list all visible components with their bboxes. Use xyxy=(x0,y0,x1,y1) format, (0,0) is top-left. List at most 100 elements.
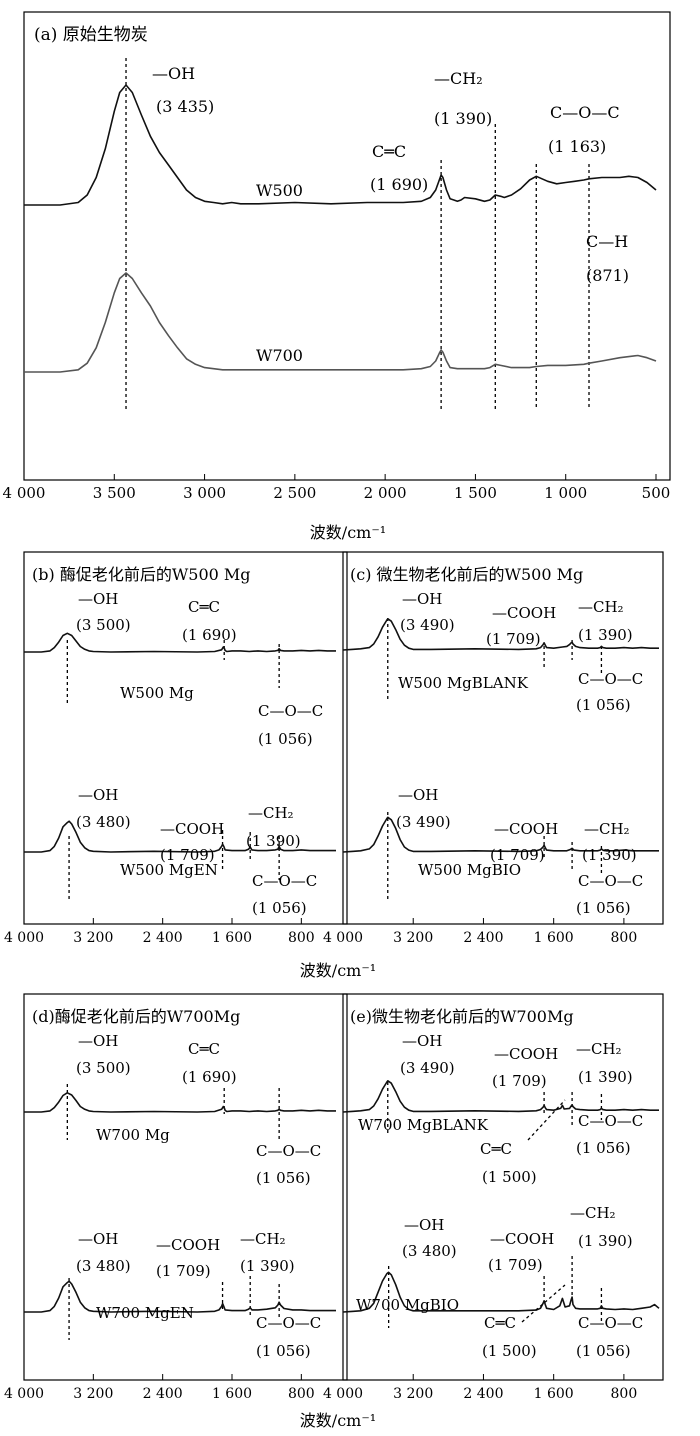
panel-e-title: (e)微生物老化前后的W700Mg xyxy=(350,1007,574,1026)
annotation-wavenumber: (1 056) xyxy=(256,1342,311,1360)
annotation-wavenumber: (1 690) xyxy=(370,175,428,194)
annotation-label: C—O—C xyxy=(578,1314,643,1332)
annotation-wavenumber: (3 500) xyxy=(76,1059,131,1077)
annotation-label: —COOH xyxy=(494,820,558,838)
annotation-wavenumber: (1 056) xyxy=(576,899,631,917)
panel-c-x-ticks: 4 000 3 200 2 400 1 600 800 xyxy=(323,918,637,946)
spectrum-line xyxy=(342,816,659,853)
annotation-wavenumber: (1 690) xyxy=(182,1068,237,1086)
annotation-label: —CH₂ xyxy=(248,804,294,822)
leader-line xyxy=(527,1099,566,1141)
annotation-wavenumber: (1 390) xyxy=(240,1257,295,1275)
annotation-label: —COOH xyxy=(494,1045,558,1063)
annotation-label: C═C xyxy=(188,1040,220,1058)
annotation-label: —CH₂ xyxy=(576,1040,622,1058)
annotation-wavenumber: (1 056) xyxy=(576,1139,631,1157)
annotation-wavenumber: (3 435) xyxy=(156,97,214,116)
annotation-wavenumber: (1 390) xyxy=(578,1068,633,1086)
annotation-label: —COOH xyxy=(492,604,556,622)
panel-a-reference-lines xyxy=(125,58,590,410)
spectrum-line xyxy=(24,1092,336,1113)
panels-de-x-axis-label: 波数/cm⁻¹ xyxy=(300,1411,376,1430)
panel-b-reference-lines xyxy=(66,640,280,900)
x-tick-label: 3 000 xyxy=(183,484,226,502)
annotation-wavenumber: (1 163) xyxy=(548,137,606,156)
spectrum-line xyxy=(342,1271,660,1313)
annotation-label: —OH xyxy=(78,1032,118,1050)
annotation-wavenumber: (1 056) xyxy=(252,899,307,917)
panel-e-frame xyxy=(342,993,664,1381)
panel-a-title: (a) 原始生物炭 xyxy=(34,25,148,45)
annotation-label: —COOH xyxy=(490,1230,554,1248)
x-tick-label: 2 400 xyxy=(463,1386,503,1402)
series-label-w700: W700 xyxy=(256,346,303,365)
panel-e-traces xyxy=(342,1080,660,1313)
panel-a-frame xyxy=(23,11,671,481)
panel-c-title: (c) 微生物老化前后的W500 Mg xyxy=(350,565,583,584)
annotation-wavenumber: (3 480) xyxy=(76,1257,131,1275)
annotation-label: C—O—C xyxy=(578,670,643,688)
annotation-wavenumber: (871) xyxy=(586,266,629,285)
annotation-label: C—O—C xyxy=(252,872,317,890)
x-tick-label: 2 400 xyxy=(143,1386,183,1402)
x-tick-label: 800 xyxy=(288,930,315,946)
annotation-label: C═C xyxy=(188,598,220,616)
x-tick-label: 1 000 xyxy=(544,484,587,502)
annotation-wavenumber: (3 480) xyxy=(76,813,131,831)
annotation-label: —COOH xyxy=(160,820,224,838)
x-tick-label: 3 200 xyxy=(393,930,433,946)
annotation-label: C—O—C xyxy=(256,1314,321,1332)
panel-d-reference-lines xyxy=(66,1084,280,1340)
annotation-wavenumber: (1 709) xyxy=(488,1256,543,1274)
annotation-wavenumber: (3 500) xyxy=(76,616,131,634)
series-label-w500-mgen: W500 MgEN xyxy=(120,861,218,879)
annotation-label: —OH xyxy=(152,64,195,83)
panel-e: (e)微生物老化前后的W700Mg 4 000 3 200 2 400 1 600 80… xyxy=(323,993,664,1402)
annotation-label: —OH xyxy=(78,590,118,608)
annotation-wavenumber: (3 490) xyxy=(400,1059,455,1077)
annotation-label: —COOH xyxy=(156,1236,220,1254)
x-tick-label: 800 xyxy=(611,930,638,946)
annotation-wavenumber: (1 709) xyxy=(490,846,545,864)
annotation-label: —OH xyxy=(402,1032,442,1050)
series-label-w700-mgbio: W700 MgBIO xyxy=(356,1296,459,1314)
annotation-label: C═C xyxy=(484,1314,516,1332)
series-label-w700-mgen: W700 MgEN xyxy=(96,1304,194,1322)
annotation-wavenumber: (1 390) xyxy=(582,846,637,864)
series-label-w700-mgblank: W700 MgBLANK xyxy=(358,1116,489,1134)
annotation-wavenumber: (3 490) xyxy=(400,616,455,634)
panel-c-traces xyxy=(342,618,659,853)
annotation-label: C═C xyxy=(480,1140,512,1158)
x-tick-label: 500 xyxy=(642,484,671,502)
spectrum-line xyxy=(24,272,657,373)
spectrum-line xyxy=(24,632,336,653)
panel-c-frame xyxy=(342,551,664,925)
x-tick-label: 2 400 xyxy=(463,930,503,946)
x-tick-label: 3 200 xyxy=(73,1386,113,1402)
annotation-wavenumber: (1 390) xyxy=(434,109,492,128)
x-tick-label: 2 400 xyxy=(143,930,183,946)
x-tick-label: 1 500 xyxy=(454,484,497,502)
x-tick-label: 1 600 xyxy=(534,930,574,946)
x-tick-label: 4 000 xyxy=(323,930,363,946)
annotation-wavenumber: (1 709) xyxy=(156,1262,211,1280)
annotation-label: —OH xyxy=(78,1230,118,1248)
annotation-label: —CH₂ xyxy=(240,1230,286,1248)
annotation-wavenumber: (1 500) xyxy=(482,1168,537,1186)
x-tick-label: 800 xyxy=(288,1386,315,1402)
annotation-wavenumber: (1 056) xyxy=(258,730,313,748)
x-tick-label: 800 xyxy=(611,1386,638,1402)
panel-d-x-ticks: 4 000 3 200 2 400 1 600 800 xyxy=(4,1374,315,1402)
series-label-w500-mgblank: W500 MgBLANK xyxy=(398,674,529,692)
spectrum-line xyxy=(24,1280,336,1313)
annotation-label: —OH xyxy=(404,1216,444,1234)
annotation-wavenumber: (1 390) xyxy=(246,832,301,850)
annotation-label: C═C xyxy=(372,142,406,161)
x-tick-label: 1 600 xyxy=(534,1386,574,1402)
series-label-w500-mgbio: W500 MgBIO xyxy=(418,861,521,879)
annotation-label: —CH₂ xyxy=(570,1204,616,1222)
annotation-wavenumber: (1 056) xyxy=(256,1169,311,1187)
panel-e-x-ticks: 4 000 3 200 2 400 1 600 800 xyxy=(323,1374,637,1402)
series-label-w500: W500 xyxy=(256,181,303,200)
